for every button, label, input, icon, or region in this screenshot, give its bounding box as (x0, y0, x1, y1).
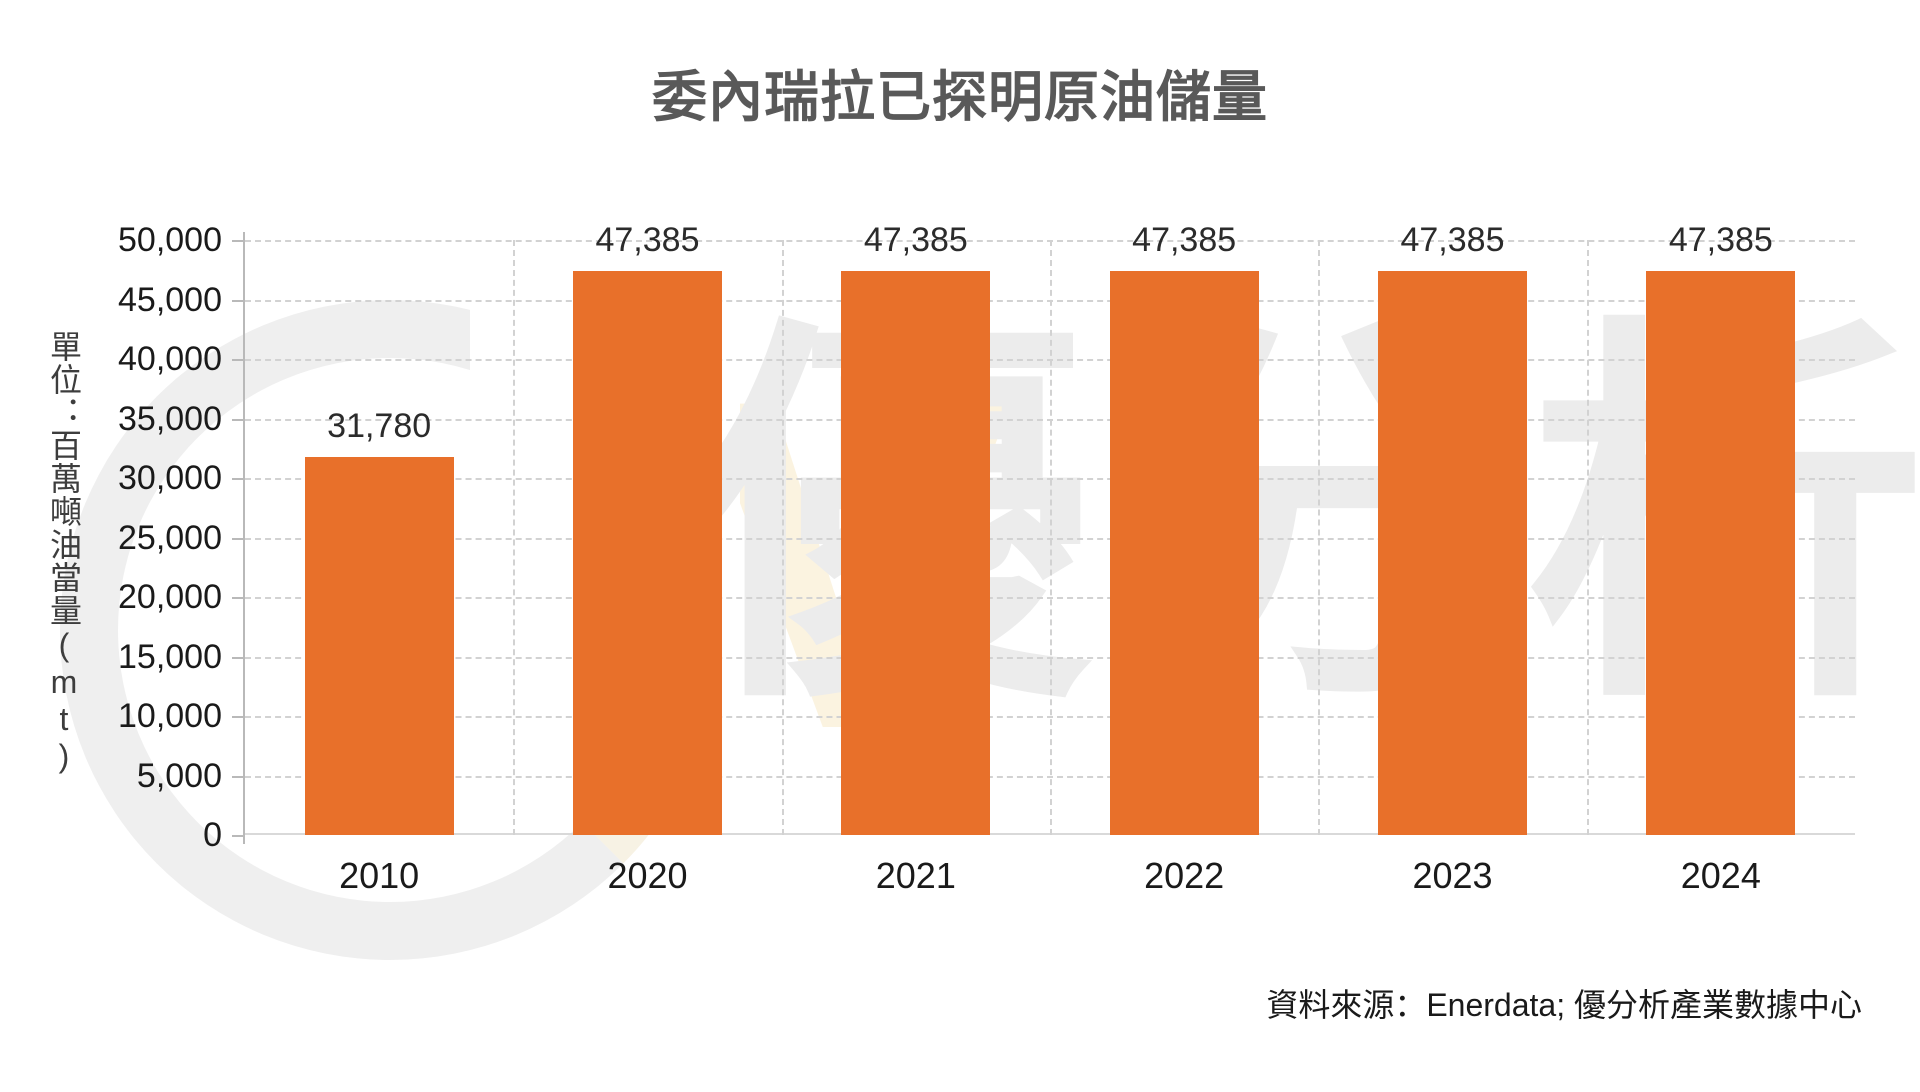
y-axis-tick-mark (232, 240, 243, 242)
bar-value-label: 47,385 (863, 221, 968, 260)
y-axis-tick-label: 10,000 (118, 697, 222, 735)
bar-value-label: 47,385 (1668, 221, 1773, 260)
y-axis-tick-mark (232, 299, 243, 302)
y-axis-tick-label: 30,000 (118, 459, 222, 497)
page-title: 委內瑞拉已探明原油儲量 (651, 66, 1268, 128)
y-axis-line (243, 232, 245, 844)
gridline-vertical (1050, 240, 1052, 835)
y-axis-tick-label: 45,000 (118, 280, 222, 319)
x-axis-tick-label: 2020 (607, 855, 688, 896)
y-axis-tick-mark (232, 656, 243, 659)
y-axis-tick-mark (232, 716, 243, 718)
x-axis-tick-label: 2024 (1680, 855, 1761, 896)
y-axis-tick-label: 50,000 (118, 221, 222, 259)
bar-2021[interactable] (841, 271, 991, 835)
gridline-vertical (1586, 240, 1589, 835)
y-axis-tick-label: 0 (203, 816, 222, 854)
y-axis-tick-label: 35,000 (118, 399, 222, 438)
bar-2023[interactable] (1378, 271, 1527, 835)
y-axis-tick-label: 40,000 (118, 340, 222, 378)
gridline-vertical (513, 240, 516, 835)
y-axis-tick-label: 25,000 (118, 518, 222, 557)
y-axis-tick-mark (232, 775, 243, 778)
y-axis-tick-mark (232, 537, 243, 540)
bar-2010[interactable] (304, 456, 454, 835)
y-axis-tick-mark (232, 835, 243, 837)
y-axis-tick-mark (232, 359, 243, 361)
bar-value-label: 47,385 (1400, 221, 1505, 260)
x-axis-tick-label: 2023 (1412, 855, 1493, 896)
y-axis-title: 單位：百萬噸油當量(mt) (46, 330, 82, 775)
y-axis-tick-mark (232, 597, 243, 599)
gridline-vertical (781, 240, 784, 835)
y-axis-tick-mark (232, 418, 243, 421)
y-axis-ticks: 0 5,000 10,000 15,000 20,000 25,000 30,000 35,0… (90, 0, 222, 1092)
x-axis-tick-label: 2010 (339, 855, 420, 896)
bar-2020[interactable] (573, 271, 722, 835)
y-axis-tick-label: 20,000 (118, 578, 222, 616)
bar-2022[interactable] (1109, 271, 1259, 835)
y-axis-tick-label: 5,000 (136, 756, 222, 795)
source-note: 資料來源：Enerdata; 優分析產業數據中心 (1266, 987, 1862, 1023)
plot-area (245, 240, 1855, 835)
bar-value-label: 47,385 (595, 221, 700, 260)
x-axis-tick-label: 2021 (875, 855, 956, 896)
bar-value-label: 31,780 (327, 406, 432, 445)
y-axis-tick-label: 15,000 (118, 637, 222, 676)
x-axis-tick-label: 2022 (1144, 855, 1225, 896)
bar-2024[interactable] (1646, 271, 1796, 835)
y-axis-tick-mark (232, 478, 243, 480)
bar-value-label: 47,385 (1132, 221, 1237, 260)
gridline-vertical (1318, 240, 1321, 835)
